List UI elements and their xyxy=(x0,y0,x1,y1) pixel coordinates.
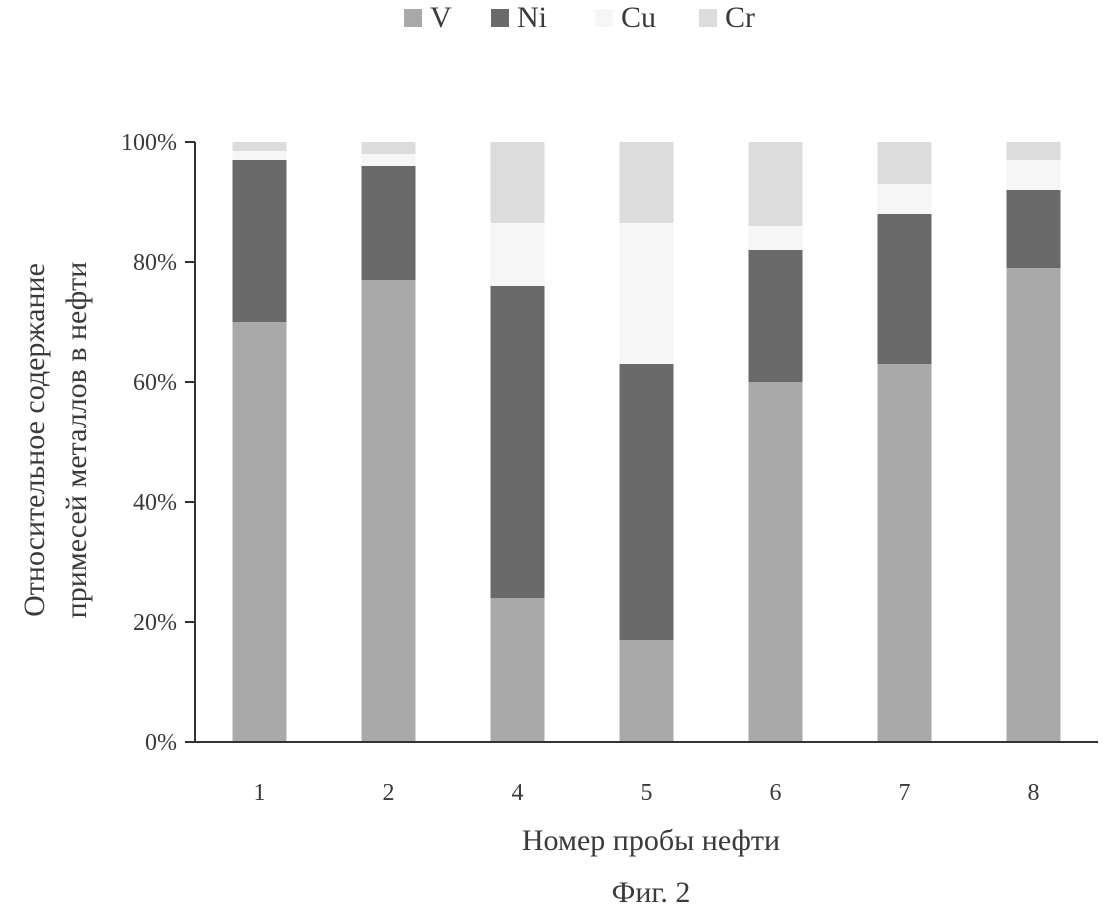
x-tick-label: 7 xyxy=(899,780,911,806)
bars xyxy=(233,142,1061,742)
bar-segment-cr xyxy=(620,142,674,223)
legend-label-cr: Cr xyxy=(725,1,755,34)
legend-label-v: V xyxy=(430,1,452,34)
x-axis: 1 2 4 5 6 7 8 xyxy=(195,742,1098,806)
legend-label-cu: Cu xyxy=(621,1,656,34)
legend-label-ni: Ni xyxy=(517,1,547,34)
bar-segment-ni xyxy=(491,286,545,598)
y-axis: 0% 20% 40% 60% 80% 100% xyxy=(121,130,195,756)
x-tick-label: 8 xyxy=(1028,780,1040,806)
legend-swatch-ni xyxy=(491,9,509,27)
bar-segment-v xyxy=(362,280,416,742)
bar-segment-cr xyxy=(362,142,416,154)
bar-segment-ni xyxy=(233,160,287,322)
bar-segment-ni xyxy=(620,364,674,640)
x-tick-label: 5 xyxy=(641,780,653,806)
bar-segment-v xyxy=(1007,268,1061,742)
y-tick-label: 80% xyxy=(133,250,177,276)
y-tick-label: 0% xyxy=(145,730,177,756)
x-tick-label: 6 xyxy=(770,780,782,806)
legend-swatch-cr xyxy=(699,9,717,27)
bar-segment-cr xyxy=(1007,142,1061,160)
bar-segment-ni xyxy=(749,250,803,382)
y-tick-label: 20% xyxy=(133,610,177,636)
bar-segment-cr xyxy=(749,142,803,226)
bar-segment-v xyxy=(749,382,803,742)
bar-segment-cu xyxy=(491,223,545,286)
y-axis-title-line2: примесей металлов в нефти xyxy=(60,262,93,619)
bar-segment-v xyxy=(491,598,545,742)
bar-segment-cr xyxy=(233,142,287,151)
x-tick-label: 4 xyxy=(512,780,524,806)
x-tick-label: 1 xyxy=(254,780,266,806)
bar-segment-cr xyxy=(491,142,545,223)
bar-segment-cu xyxy=(362,154,416,166)
legend-swatch-v xyxy=(404,9,422,27)
y-axis-title-line1: Относительное содержание xyxy=(18,263,51,617)
bar-segment-cu xyxy=(1007,160,1061,190)
legend: V Ni Cu Cr xyxy=(404,1,755,34)
bar-segment-v xyxy=(878,364,932,742)
bar-segment-ni xyxy=(878,214,932,364)
y-tick-label: 40% xyxy=(133,490,177,516)
x-axis-title: Номер пробы нефти xyxy=(522,824,780,857)
bar-segment-ni xyxy=(362,166,416,280)
y-tick-label: 100% xyxy=(121,130,177,156)
bar-segment-v xyxy=(620,640,674,742)
bar-segment-cu xyxy=(878,184,932,214)
x-tick-label: 2 xyxy=(383,780,395,806)
bar-segment-cu xyxy=(233,151,287,160)
bar-segment-cr xyxy=(878,142,932,184)
bar-segment-cu xyxy=(620,223,674,364)
legend-swatch-cu xyxy=(595,9,613,27)
bar-segment-cu xyxy=(749,226,803,250)
bar-segment-v xyxy=(233,322,287,742)
figure-caption: Фиг. 2 xyxy=(612,876,691,909)
bar-segment-ni xyxy=(1007,190,1061,268)
y-tick-label: 60% xyxy=(133,370,177,396)
